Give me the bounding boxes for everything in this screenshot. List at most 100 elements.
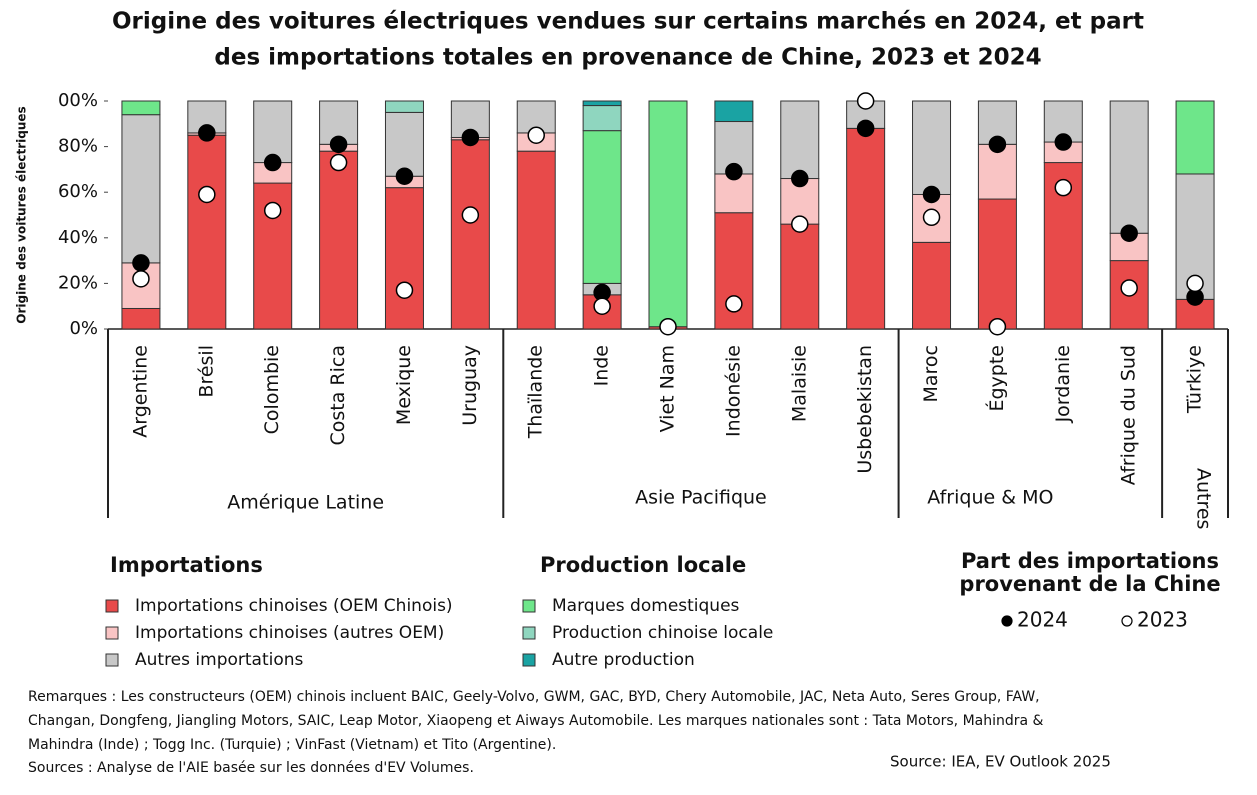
bar-segment (912, 241, 952, 330)
note: Sources : Analyse de l'AIE basée sur les… (28, 760, 474, 776)
legend-swatch (522, 626, 536, 640)
x-tick-label: Türkiye (1184, 345, 1206, 414)
legend-label: Production chinoise locale (552, 623, 773, 643)
bar-segment (384, 100, 424, 113)
dot (132, 254, 150, 272)
dot (527, 126, 545, 144)
x-tick-label: Égypte (985, 345, 1008, 412)
group-label: Afrique & MO (927, 487, 1053, 509)
dot (1120, 224, 1138, 242)
legend-swatch (105, 653, 119, 667)
dot (725, 162, 743, 181)
y-tick-label: 0% (69, 318, 98, 339)
legend-label: Marques domestiques (552, 596, 740, 616)
bar-segment (187, 134, 227, 330)
group-label: Autres (1193, 468, 1215, 529)
bar-segment (582, 100, 622, 107)
legend-swatch (105, 626, 119, 640)
dot (329, 153, 348, 172)
bar-segment (977, 198, 1017, 330)
legend-title: Importations (110, 553, 263, 577)
dot (791, 169, 809, 188)
bar-segment (384, 111, 424, 177)
bar-segment (384, 187, 424, 330)
y-tick-label: 00% (58, 90, 98, 111)
note: Changan, Dongfeng, Jiangling Motors, SAI… (28, 713, 1044, 729)
bar-segment (977, 143, 1017, 200)
dot (1054, 133, 1073, 151)
dot (988, 317, 1007, 336)
x-tick-label: Afrique du Sud (1118, 345, 1140, 485)
dot (198, 185, 216, 204)
note: Mahindra (Inde) ; Togg Inc. (Turquie) ; … (28, 737, 556, 753)
x-tick-label: Costa Rica (327, 345, 349, 446)
x-tick-label: Uruguay (459, 345, 481, 426)
x-tick-label: Viet Nam (657, 345, 679, 432)
x-tick-label: Thaïlande (525, 345, 547, 439)
legend-label: Autre production (552, 650, 695, 670)
dot (132, 270, 150, 288)
x-tick-label: Maroc (920, 345, 942, 403)
x-tick-label: Brésil (195, 345, 217, 398)
chart-title: Origine des voitures électriques vendues… (112, 9, 1144, 35)
dot (725, 295, 743, 313)
bar-segment (319, 150, 359, 330)
dot (263, 153, 282, 172)
dot (922, 185, 941, 204)
bar-segment (1109, 100, 1149, 234)
x-tick-label: Argentine (129, 345, 151, 438)
dot (198, 124, 216, 142)
dot (1186, 274, 1204, 293)
chart-title: des importations totales en provenance d… (214, 45, 1041, 71)
group-label: Amérique Latine (227, 492, 384, 514)
legend-dot (1001, 615, 1013, 627)
legend-label: 2024 (1017, 608, 1068, 632)
x-tick-label: Malaisie (788, 345, 810, 422)
bar-segment (121, 114, 161, 264)
bar-segment (780, 100, 820, 180)
dot (922, 208, 941, 227)
bar-segment (253, 100, 293, 164)
legend-title: Part des importations (961, 549, 1219, 573)
bar-segment (648, 100, 688, 328)
legend-swatch (522, 599, 536, 613)
dot (988, 135, 1007, 154)
bar-segment (121, 307, 161, 330)
dot (1120, 279, 1138, 297)
dot (593, 297, 611, 315)
bar-segment (450, 139, 490, 330)
dot (329, 135, 348, 154)
x-tick-label: Usbebekistan (854, 345, 876, 474)
bar-segment (516, 150, 556, 330)
y-tick-label: 40% (58, 227, 98, 248)
legend-swatch (105, 599, 119, 613)
bar-segment (582, 105, 622, 132)
x-tick-label: Jordanie (1052, 345, 1074, 423)
source: Source: IEA, EV Outlook 2025 (890, 753, 1111, 771)
bar-segment (846, 127, 886, 330)
y-tick-label: 20% (58, 272, 98, 293)
bar-segment (912, 100, 952, 195)
x-tick-label: Indonésie (722, 345, 744, 437)
legend-title: Production locale (540, 553, 746, 577)
dot (461, 206, 480, 224)
bar-segment (121, 100, 161, 116)
group-label: Asie Pacifique (635, 487, 767, 509)
x-tick-label: Inde (591, 345, 613, 386)
y-tick-label: 60% (58, 181, 98, 202)
legend-label: Autres importations (135, 650, 304, 670)
dot (395, 281, 414, 299)
legend-label: 2023 (1137, 608, 1188, 632)
legend-title: provenant de la Chine (959, 572, 1220, 596)
legend-label: Importations chinoises (OEM Chinois) (135, 596, 453, 616)
legend-dot (1121, 615, 1133, 627)
bar-segment (1175, 100, 1215, 175)
y-tick-label: 80% (58, 136, 98, 157)
dot (395, 167, 414, 185)
x-tick-label: Colombie (261, 345, 283, 434)
legend-label: Importations chinoises (autres OEM) (135, 623, 444, 643)
bar-segment (582, 130, 622, 284)
dot (659, 317, 677, 336)
bar-segment (780, 223, 820, 330)
